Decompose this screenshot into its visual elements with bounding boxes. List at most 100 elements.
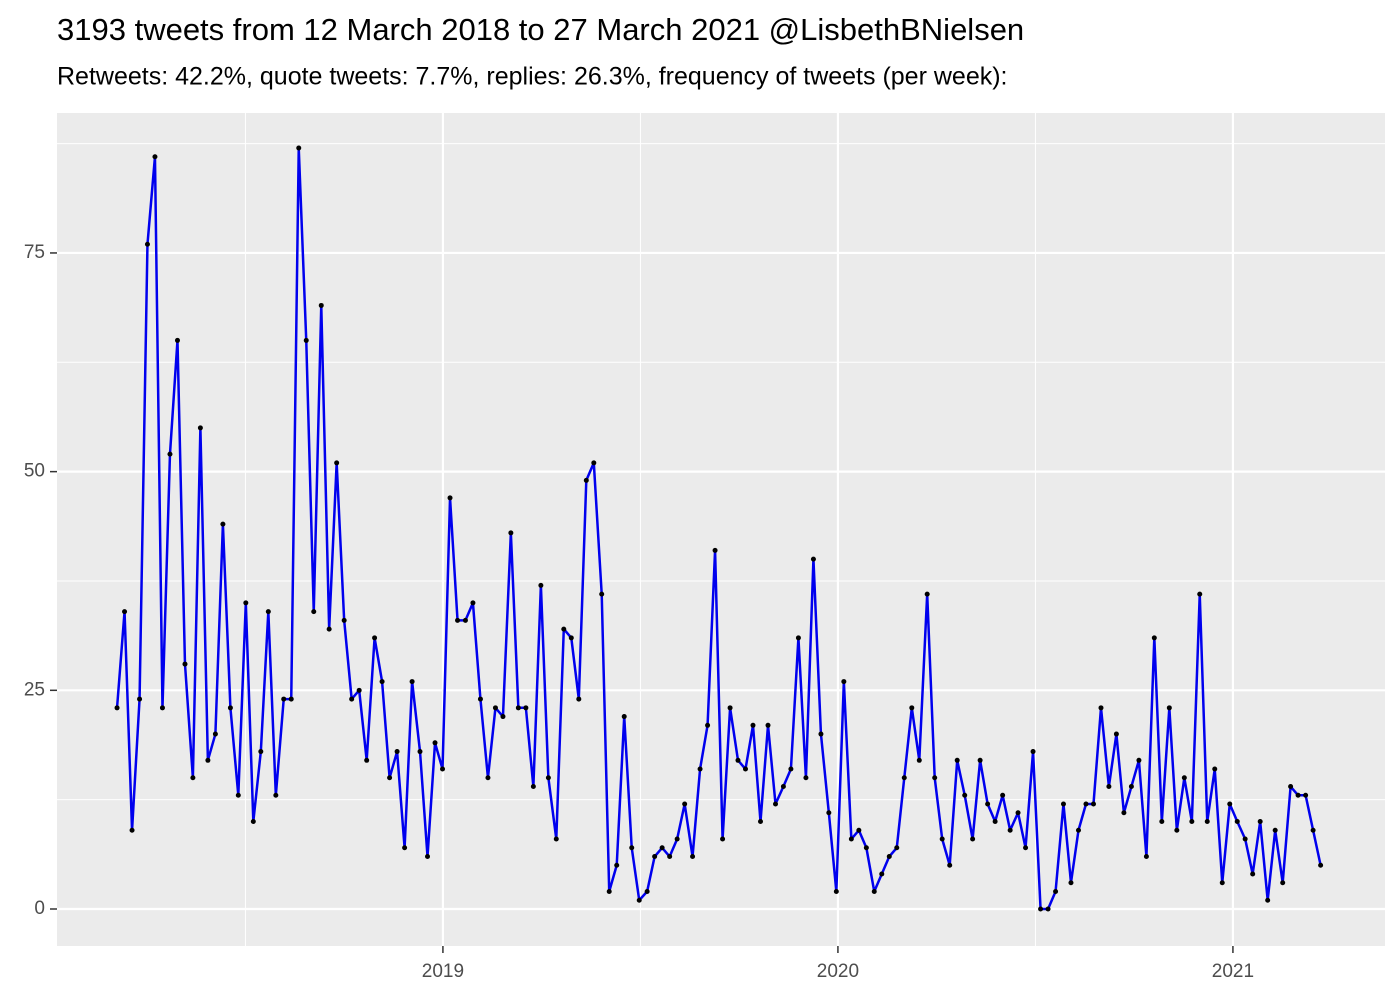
data-point: [652, 854, 658, 860]
data-point: [992, 819, 998, 825]
data-point: [1197, 591, 1203, 597]
data-point: [939, 836, 945, 842]
data-point: [243, 600, 249, 606]
data-point: [530, 784, 536, 790]
data-point: [735, 757, 741, 763]
data-point: [1083, 801, 1089, 807]
data-point: [1242, 836, 1248, 842]
data-point: [296, 145, 302, 151]
data-point: [545, 775, 551, 781]
data-point: [954, 757, 960, 763]
data-point: [583, 477, 589, 483]
data-point: [500, 714, 506, 720]
data-point: [447, 495, 453, 501]
data-point: [599, 591, 605, 597]
data-point: [871, 889, 877, 895]
data-point: [947, 862, 953, 868]
y-tick-label: 50: [24, 461, 45, 482]
y-tick-label: 0: [34, 898, 45, 919]
x-tick-label: 2019: [422, 961, 464, 982]
series-line: [115, 146, 1322, 911]
data-point: [341, 617, 347, 623]
data-point: [485, 775, 491, 781]
data-point: [788, 766, 794, 772]
data-point: [220, 521, 226, 527]
data-point: [144, 241, 150, 247]
data-point: [212, 731, 218, 737]
data-point: [841, 679, 847, 685]
data-point: [1181, 775, 1187, 781]
data-point: [250, 819, 256, 825]
data-point: [553, 836, 559, 842]
data-point: [705, 722, 711, 728]
data-point: [387, 775, 393, 781]
data-point: [773, 801, 779, 807]
chart-title: 3193 tweets from 12 March 2018 to 27 Mar…: [57, 12, 1024, 47]
data-point: [985, 801, 991, 807]
x-tick-label: 2021: [1212, 961, 1254, 982]
data-point: [720, 836, 726, 842]
data-point: [1166, 705, 1172, 711]
data-point: [1318, 862, 1324, 868]
data-point: [235, 792, 241, 798]
data-point: [667, 854, 673, 860]
data-point: [561, 626, 567, 632]
data-point: [568, 635, 574, 641]
data-point: [690, 854, 696, 860]
data-point: [856, 827, 862, 833]
data-point: [1234, 819, 1240, 825]
data-point: [137, 696, 143, 702]
data-point: [1038, 906, 1044, 912]
data-point: [1227, 801, 1233, 807]
data-point: [258, 749, 264, 755]
data-point: [1174, 827, 1180, 833]
data-point: [682, 801, 688, 807]
data-point: [659, 845, 665, 851]
data-point: [508, 530, 514, 536]
data-point: [833, 889, 839, 895]
data-point: [863, 845, 869, 851]
data-point: [1075, 827, 1081, 833]
data-point: [848, 836, 854, 842]
data-point: [1045, 906, 1051, 912]
data-point: [303, 337, 309, 343]
data-point: [629, 845, 635, 851]
data-point: [697, 766, 703, 772]
data-point: [114, 705, 120, 711]
data-point: [1136, 757, 1142, 763]
data-point: [621, 714, 627, 720]
data-point: [227, 705, 233, 711]
data-point: [977, 757, 983, 763]
data-point: [712, 547, 718, 553]
data-point: [1250, 871, 1256, 877]
data-point: [1204, 819, 1210, 825]
data-point: [425, 854, 431, 860]
data-point: [727, 705, 733, 711]
data-point: [795, 635, 801, 641]
data-point: [334, 460, 340, 466]
data-point: [197, 425, 203, 431]
data-point: [174, 337, 180, 343]
data-point: [886, 854, 892, 860]
data-point: [1007, 827, 1013, 833]
data-point: [1219, 880, 1225, 886]
data-point: [281, 696, 287, 702]
data-point: [742, 766, 748, 772]
data-point: [1303, 792, 1309, 798]
data-point: [1212, 766, 1218, 772]
data-point: [492, 705, 498, 711]
data-point: [916, 757, 922, 763]
data-point: [614, 862, 620, 868]
data-point: [970, 836, 976, 842]
data-point: [515, 705, 521, 711]
data-point: [1295, 792, 1301, 798]
data-point: [924, 591, 930, 597]
data-point: [758, 819, 764, 825]
data-point: [122, 609, 128, 615]
data-point: [636, 897, 642, 903]
data-point: [538, 582, 544, 588]
data-point: [265, 609, 271, 615]
data-point: [879, 871, 885, 877]
data-point: [962, 792, 968, 798]
